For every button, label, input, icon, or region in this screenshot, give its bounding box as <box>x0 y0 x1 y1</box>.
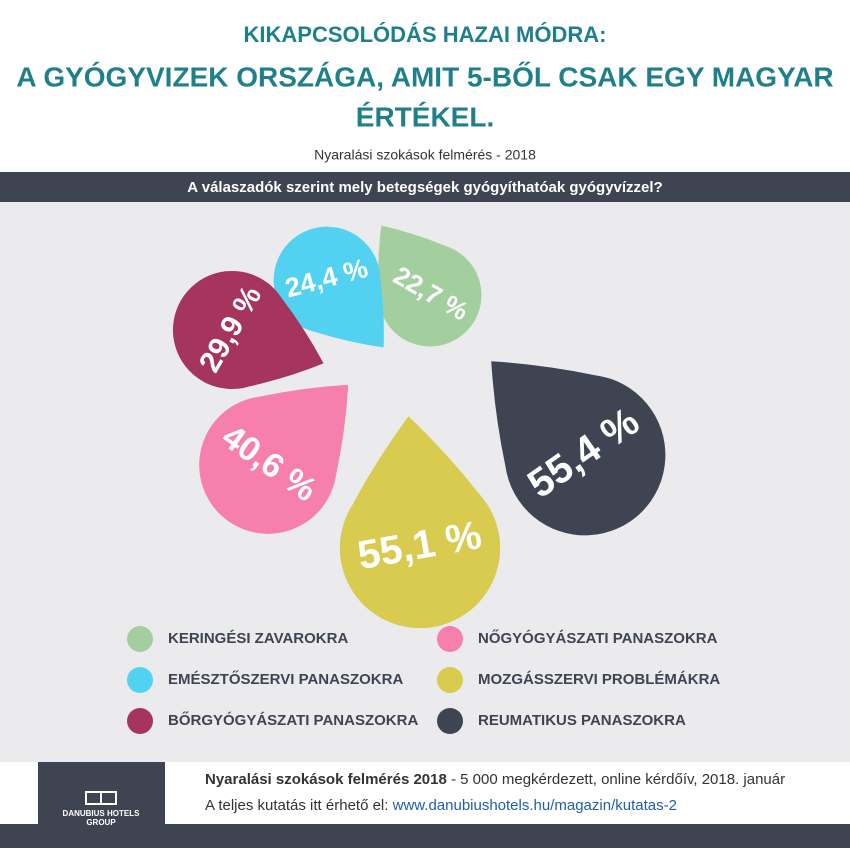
legend-swatch <box>437 708 463 734</box>
drop-group: 24,4 % <box>273 226 384 348</box>
drop <box>199 384 349 534</box>
title-line: A GYÓGYVIZEK ORSZÁGA, AMIT 5-BŐL CSAK EG… <box>16 61 833 92</box>
title-line: KIKAPCSOLÓDÁS HAZAI MÓDRA: <box>244 22 607 47</box>
legend-label: BŐRGYÓGYÁSZATI PANASZOKRA <box>168 711 418 729</box>
title-line: ÉRTÉKEL. <box>356 101 494 132</box>
footer-bold: Nyaralási szokások felmérés 2018 <box>205 771 447 788</box>
drop-group: 40,6 % <box>199 384 349 534</box>
logo-text: DANUBIUS HOTELS <box>63 809 141 818</box>
legend-label: REUMATIKUS PANASZOKRA <box>478 712 686 729</box>
footer-link[interactable]: www.danubiushotels.hu/magazin/kutatas-2 <box>392 797 677 814</box>
drop <box>378 225 482 347</box>
question-bar <box>0 172 850 202</box>
legend-label: EMÉSZTŐSZERVI PANASZOKRA <box>168 670 403 688</box>
legend-label: MOZGÁSSZERVI PROBLÉMÁKRA <box>478 671 720 688</box>
question: A válaszadók szerint mely betegségek gyó… <box>187 179 662 196</box>
logo-icon <box>85 791 117 805</box>
drop <box>339 416 501 629</box>
drop <box>491 361 666 536</box>
footer-line: A teljes kutatás itt érhető el: www.danu… <box>205 797 677 814</box>
drop-group: 22,7 % <box>378 225 482 347</box>
legend-label: NŐGYÓGYÁSZATI PANASZOKRA <box>478 629 718 647</box>
footer-text: - 5 000 megkérdezett, online kérdőív, 20… <box>447 771 785 788</box>
drop <box>273 226 384 348</box>
drop <box>172 270 324 390</box>
legend-swatch <box>437 626 463 652</box>
footer-line: Nyaralási szokások felmérés 2018 - 5 000… <box>205 771 785 788</box>
footer-text: A teljes kutatás itt érhető el: <box>205 797 393 814</box>
legend-swatch <box>127 626 153 652</box>
legend-swatch <box>127 667 153 693</box>
drops: 22,7 %24,4 %29,9 %40,6 %55,1 %55,4 % <box>172 225 666 629</box>
drop-group: 55,1 % <box>339 416 501 629</box>
legend-swatch <box>437 667 463 693</box>
drop-group: 55,4 % <box>491 361 666 536</box>
drop-group: 29,9 % <box>172 270 324 390</box>
subtitle: Nyaralási szokások felmérés - 2018 <box>314 147 536 163</box>
legend: KERINGÉSI ZAVAROKRA EMÉSZTŐSZERVI PANASZO… <box>127 626 720 734</box>
legend-swatch <box>127 708 153 734</box>
legend-label: KERINGÉSI ZAVAROKRA <box>168 630 348 647</box>
logo-text: GROUP <box>86 818 116 827</box>
